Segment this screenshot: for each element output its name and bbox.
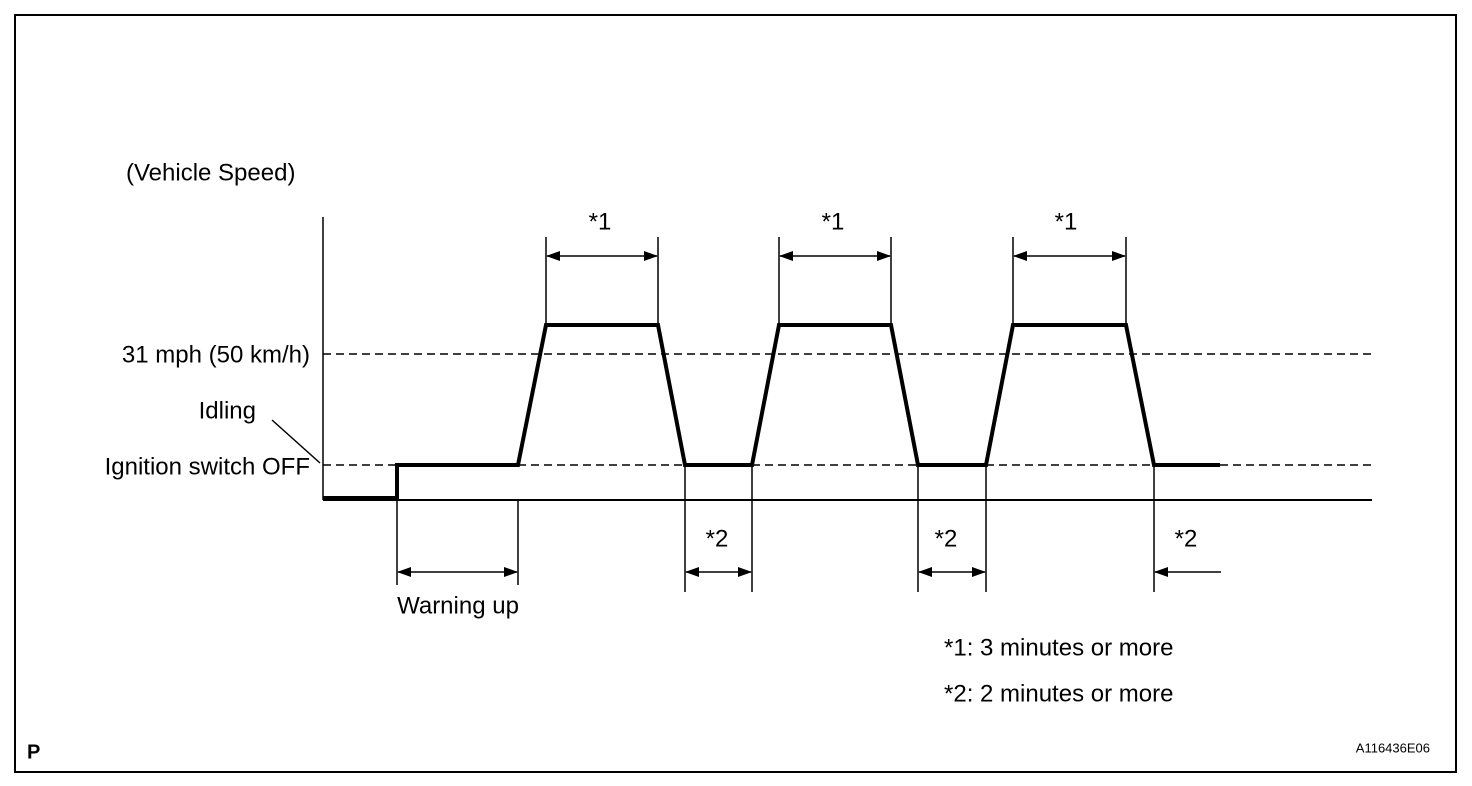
idling-label: Idling [199, 397, 256, 424]
interval-label: *2 [935, 525, 958, 552]
speed-profile [323, 323, 1220, 500]
interval-label: *1 [1055, 208, 1078, 235]
interval-label: *2 [706, 525, 729, 552]
warming-label: Warning up [397, 592, 519, 619]
interval-markers-2 [684, 465, 1221, 592]
off-label: Ignition switch OFF [105, 453, 310, 480]
interval-label: *2 [1175, 525, 1198, 552]
interval-markers-1 [545, 237, 1127, 325]
idling-leader [271, 419, 321, 464]
corner-mark: P [27, 741, 40, 763]
warming-interval [396, 500, 519, 585]
legend-item: *2: 2 minutes or more [944, 680, 1173, 707]
axis-label: (Vehicle Speed) [126, 159, 295, 186]
interval-label: *1 [589, 208, 612, 235]
speed-label: 31 mph (50 km/h) [122, 341, 310, 368]
frame [14, 14, 1457, 773]
legend-item: *1: 3 minutes or more [944, 634, 1173, 661]
figure-code: A116436E06 [1356, 740, 1430, 755]
interval-label: *1 [822, 208, 845, 235]
